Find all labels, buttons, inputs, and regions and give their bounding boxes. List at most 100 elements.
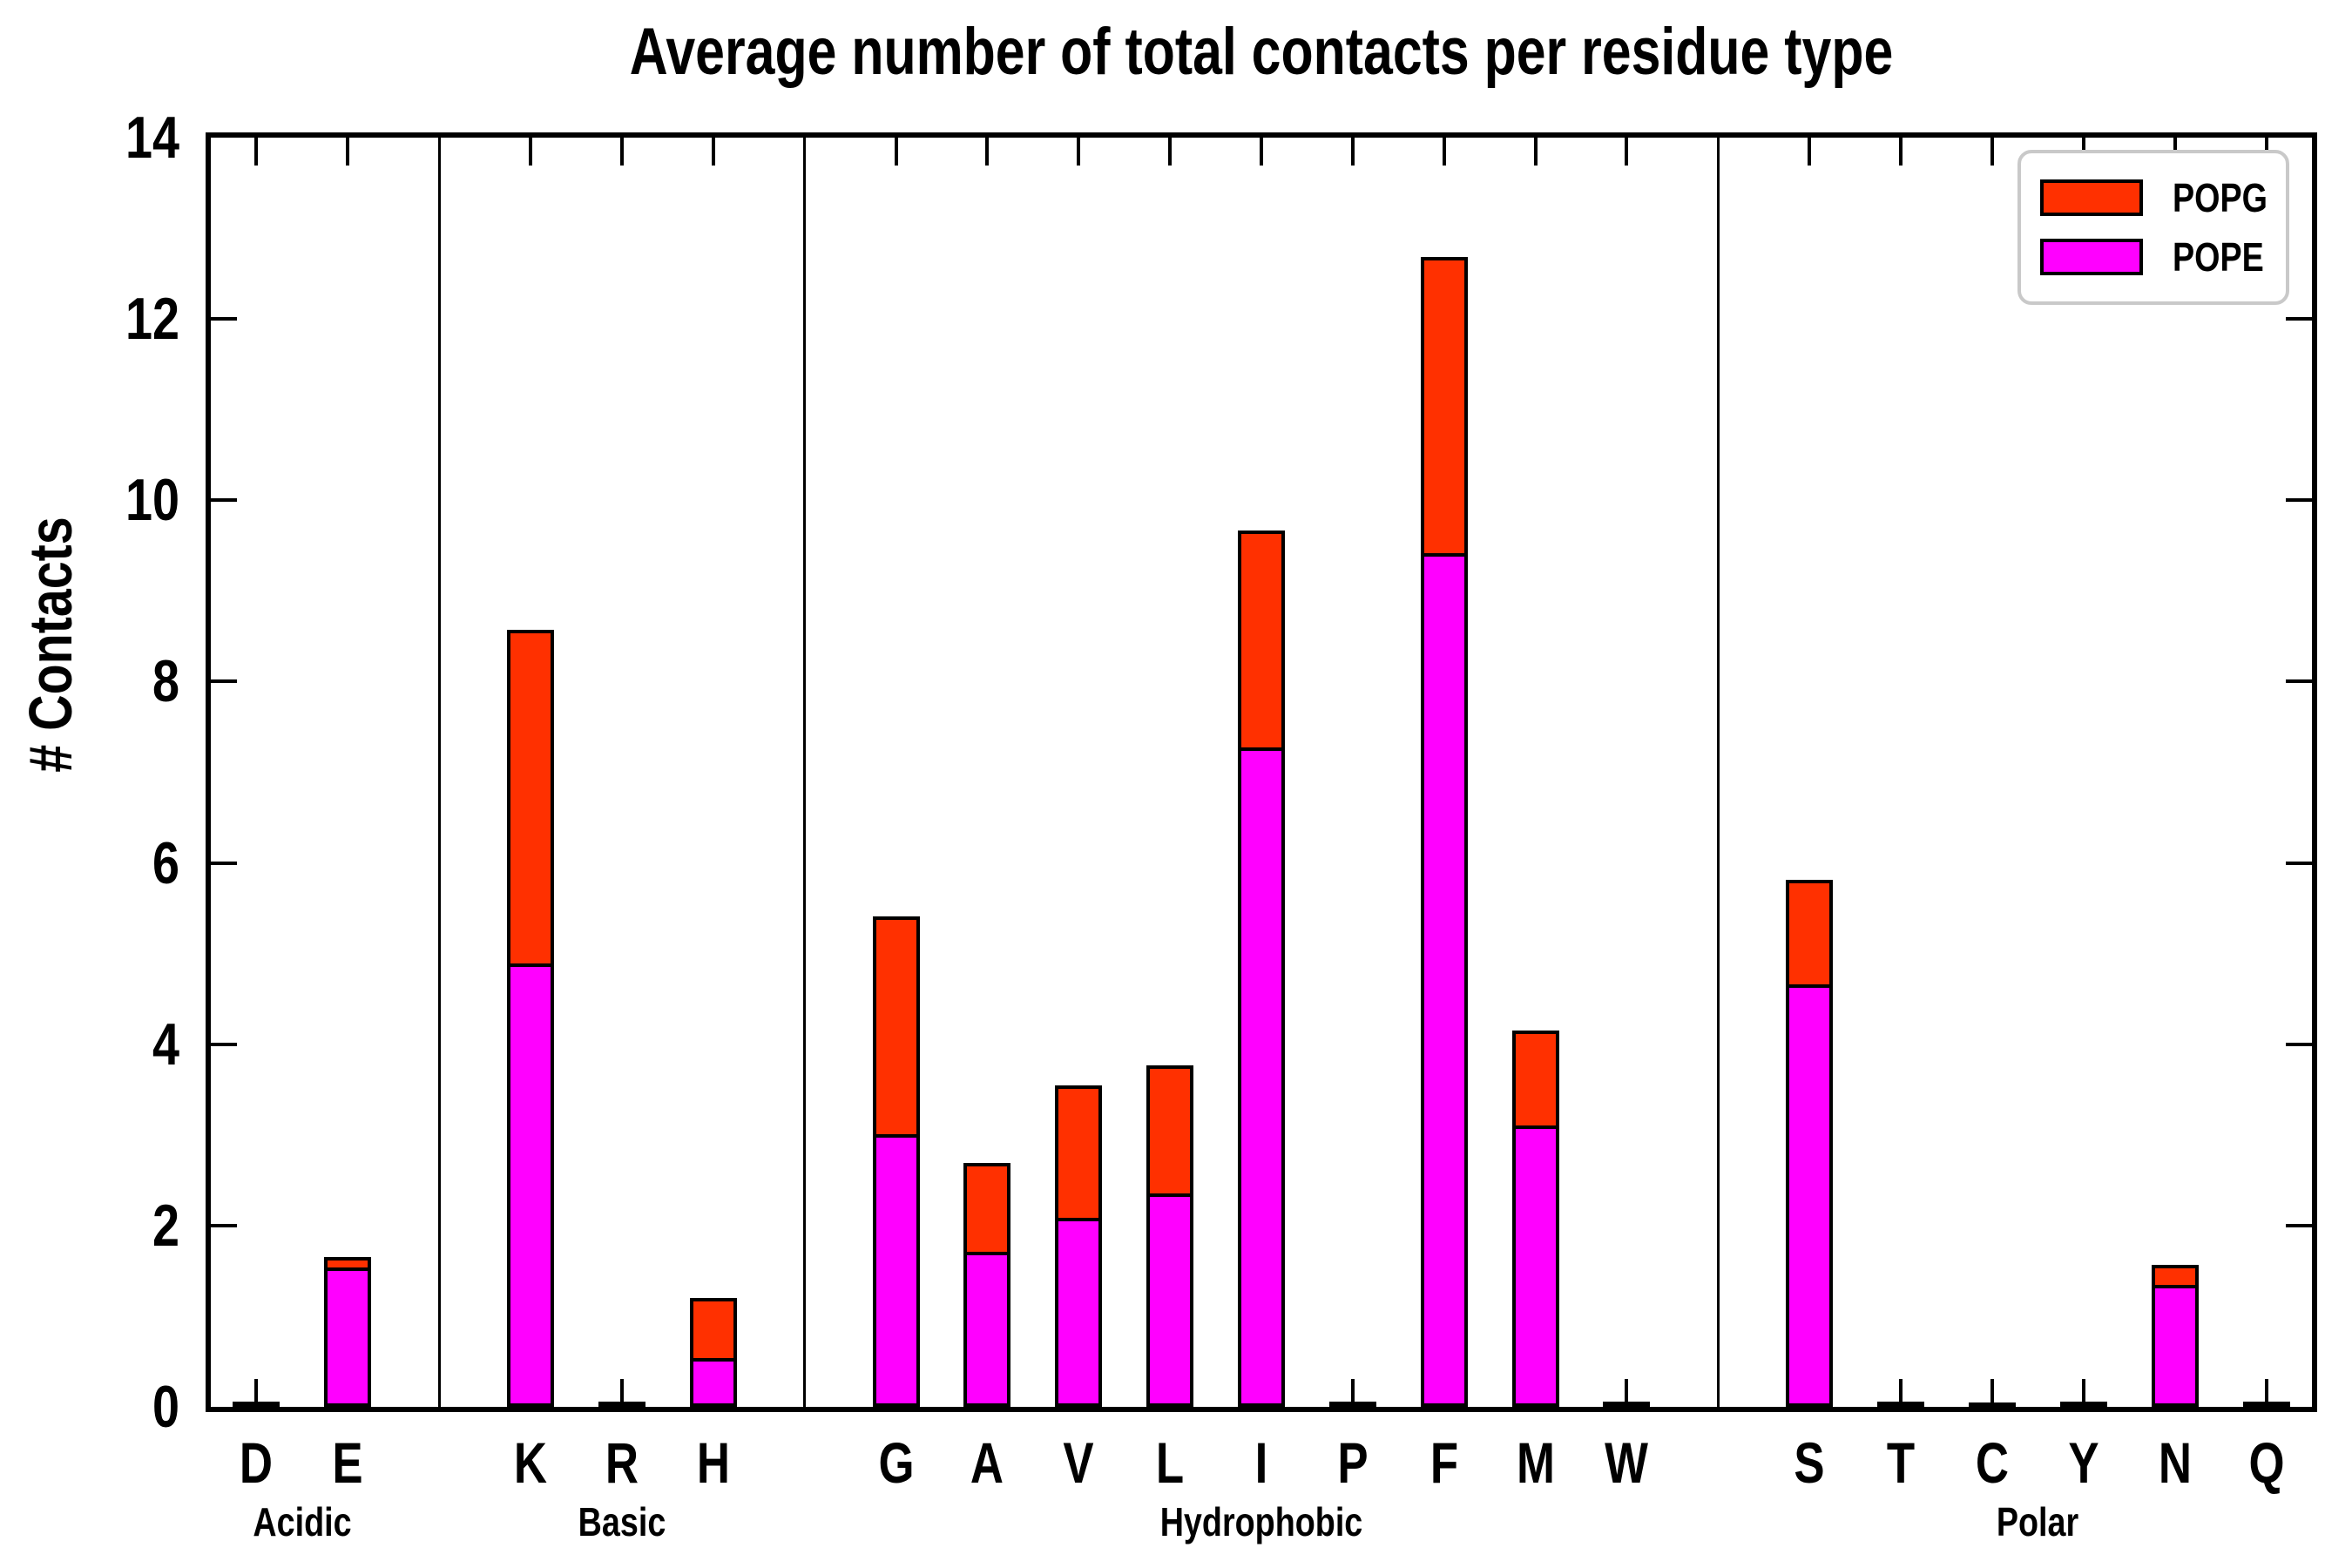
x-tick-top-R <box>619 138 624 166</box>
y-axis-label: # Contacts <box>17 517 84 773</box>
legend: POPG POPE <box>2017 150 2289 305</box>
bar-segment-popg-A <box>967 1166 1008 1256</box>
y-tick-8-left <box>211 679 237 684</box>
x-tick-top-S <box>1808 138 1812 166</box>
y-tick-label-8: 8 <box>152 648 179 715</box>
y-tick-10-left <box>211 498 237 503</box>
bar-segment-popg-M <box>1515 1034 1556 1129</box>
residue-label-S: S <box>1794 1430 1825 1495</box>
bar-N <box>2151 1264 2199 1407</box>
x-tick-Y <box>2081 1379 2085 1407</box>
bar-segment-popg-G <box>875 919 916 1138</box>
bar-V <box>1055 1085 1103 1407</box>
y-tick-label-4: 4 <box>152 1010 179 1078</box>
legend-swatch-popg <box>2040 179 2143 216</box>
bar-K <box>507 630 555 1407</box>
x-tick-top-F <box>1442 138 1446 166</box>
plot-area <box>211 138 2312 1407</box>
group-label-polar: Polar <box>1997 1499 2079 1544</box>
bar-segment-popg-F <box>1423 260 1464 557</box>
y-tick-4-right <box>2286 1042 2312 1046</box>
x-tick-top-V <box>1077 138 1081 166</box>
x-tick-top-M <box>1533 138 1538 166</box>
x-tick-top-D <box>254 138 259 166</box>
residue-label-D: D <box>240 1430 274 1495</box>
bar-I <box>1238 530 1285 1407</box>
bar-F <box>1420 257 1468 1407</box>
bar-segment-popg-E <box>328 1260 368 1271</box>
legend-swatch-pope <box>2040 239 2143 275</box>
bar-segment-popg-S <box>1789 883 1830 989</box>
y-tick-label-0: 0 <box>152 1374 179 1440</box>
bar-segment-popg-V <box>1058 1088 1099 1221</box>
x-tick-top-G <box>894 138 898 166</box>
legend-row-pope: POPE <box>2021 237 2286 277</box>
bar-E <box>324 1257 372 1407</box>
x-tick-T <box>1899 1379 1903 1407</box>
residue-label-C: C <box>1975 1430 2010 1495</box>
y-tick-label-12: 12 <box>125 286 179 353</box>
group-separator-0 <box>437 138 441 1407</box>
x-tick-top-H <box>711 138 715 166</box>
x-tick-D <box>254 1379 259 1407</box>
x-tick-top-E <box>346 138 350 166</box>
bar-segment-popg-K <box>510 633 551 968</box>
residue-label-W: W <box>1605 1430 1649 1495</box>
chart-title: Average number of total contacts per res… <box>629 15 1894 89</box>
bar-S <box>1786 880 1834 1407</box>
residue-label-V: V <box>1063 1430 1094 1495</box>
bar-T <box>1877 1401 1925 1407</box>
legend-label-popg: POPG <box>2173 175 2268 220</box>
x-tick-top-I <box>1260 138 1263 166</box>
x-tick-top-K <box>529 138 533 166</box>
bar-H <box>689 1298 737 1407</box>
group-separator-1 <box>803 138 807 1407</box>
bar-G <box>872 916 920 1407</box>
x-tick-Q <box>2264 1379 2268 1407</box>
bar-L <box>1146 1064 1194 1407</box>
x-tick-top-C <box>1990 138 1994 166</box>
y-tick-6-left <box>211 861 237 865</box>
group-separator-2 <box>1716 138 1720 1407</box>
bar-segment-popg-I <box>1241 533 1281 751</box>
y-tick-2-right <box>2286 1223 2312 1227</box>
y-tick-12-left <box>211 317 237 321</box>
bar-Y <box>2059 1401 2107 1407</box>
x-tick-top-T <box>1899 138 1903 166</box>
x-tick-C <box>1990 1379 1994 1407</box>
y-tick-10-right <box>2286 498 2312 503</box>
y-tick-6-right <box>2286 861 2312 865</box>
y-tick-label-14: 14 <box>125 105 179 171</box>
y-tick-label-2: 2 <box>152 1192 179 1259</box>
residue-label-M: M <box>1516 1430 1555 1495</box>
y-tick-label-10: 10 <box>125 467 179 534</box>
group-label-acidic: Acidic <box>253 1499 352 1544</box>
x-tick-top-W <box>1625 138 1629 166</box>
bar-P <box>1328 1401 1376 1407</box>
bar-M <box>1511 1031 1559 1407</box>
residue-label-T: T <box>1886 1430 1916 1495</box>
group-label-hydrophobic: Hydrophobic <box>1159 1499 1363 1544</box>
group-label-basic: Basic <box>578 1499 666 1544</box>
bar-R <box>598 1401 645 1407</box>
legend-label-pope: POPE <box>2173 234 2264 280</box>
legend-row-popg: POPG <box>2021 178 2286 218</box>
residue-label-L: L <box>1155 1430 1185 1495</box>
residue-label-F: F <box>1429 1430 1458 1495</box>
residue-label-A: A <box>970 1430 1004 1495</box>
residue-label-I: I <box>1254 1430 1268 1495</box>
residue-label-H: H <box>696 1430 730 1495</box>
residue-label-G: G <box>877 1430 915 1495</box>
bar-A <box>963 1163 1011 1407</box>
residue-label-Y: Y <box>2068 1430 2099 1495</box>
bar-segment-popg-H <box>693 1301 733 1362</box>
residue-label-Q: Q <box>2248 1430 2285 1495</box>
residue-label-R: R <box>605 1430 639 1495</box>
bar-segment-popg-L <box>1150 1068 1191 1197</box>
x-tick-top-A <box>985 138 990 166</box>
x-tick-top-P <box>1350 138 1355 166</box>
x-tick-top-L <box>1168 138 1173 166</box>
x-tick-R <box>619 1379 624 1407</box>
residue-label-K: K <box>513 1430 548 1495</box>
